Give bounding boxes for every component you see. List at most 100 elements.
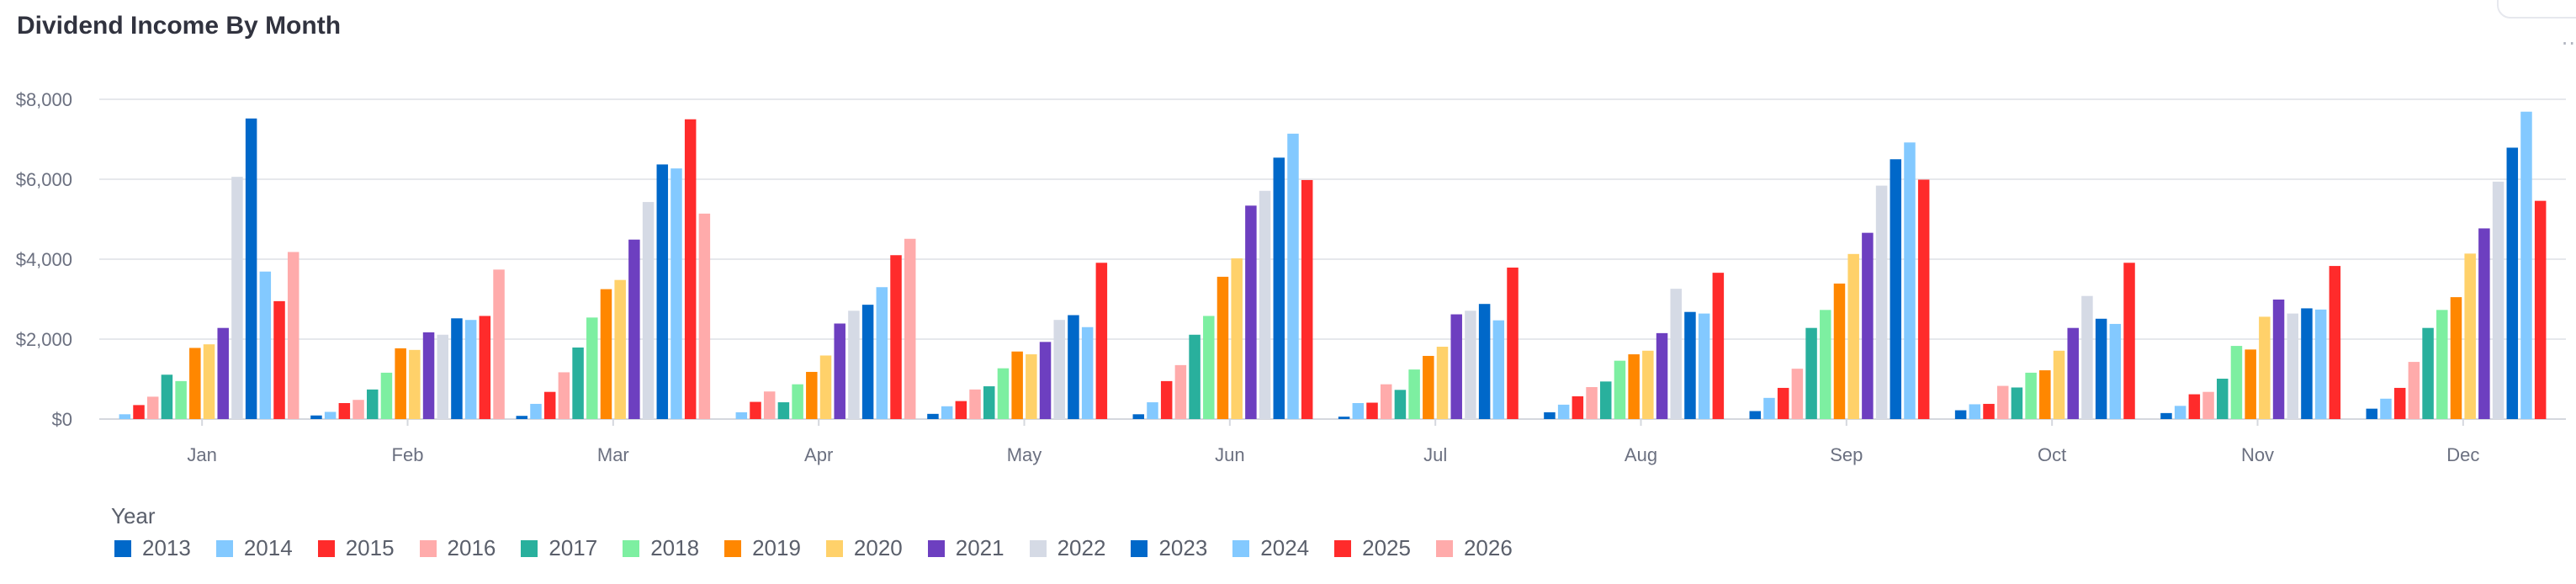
- bar-jul-2024[interactable]: [1492, 320, 1505, 419]
- bar-dec-2017[interactable]: [2422, 327, 2434, 419]
- bar-oct-2017[interactable]: [2011, 387, 2023, 419]
- bar-jan-2021[interactable]: [217, 327, 229, 419]
- bar-jan-2026[interactable]: [287, 252, 299, 419]
- bar-mar-2018[interactable]: [586, 317, 598, 419]
- bar-aug-2019[interactable]: [1628, 354, 1640, 419]
- bar-may-2018[interactable]: [997, 368, 1010, 419]
- bar-feb-2014[interactable]: [324, 411, 337, 419]
- bar-dec-2018[interactable]: [2436, 310, 2448, 419]
- bar-sep-2019[interactable]: [1833, 283, 1846, 419]
- bar-jul-2017[interactable]: [1394, 390, 1407, 419]
- bar-nov-2014[interactable]: [2174, 406, 2186, 419]
- bar-jul-2021[interactable]: [1450, 314, 1462, 419]
- bar-mar-2016[interactable]: [558, 372, 570, 419]
- bar-oct-2025[interactable]: [2123, 263, 2135, 419]
- bar-jul-2018[interactable]: [1408, 369, 1420, 419]
- bar-jul-2020[interactable]: [1436, 347, 1449, 419]
- bar-jan-2022[interactable]: [231, 177, 243, 419]
- bar-jun-2017[interactable]: [1189, 334, 1201, 419]
- bar-jan-2018[interactable]: [175, 380, 187, 419]
- bar-apr-2017[interactable]: [777, 402, 790, 419]
- bar-jan-2019[interactable]: [189, 348, 201, 419]
- bar-feb-2020[interactable]: [409, 349, 421, 419]
- bar-jan-2017[interactable]: [161, 374, 173, 419]
- bar-jun-2023[interactable]: [1273, 157, 1285, 419]
- bar-nov-2021[interactable]: [2272, 299, 2285, 419]
- bar-may-2022[interactable]: [1053, 320, 1066, 419]
- bar-sep-2013[interactable]: [1749, 411, 1762, 420]
- bar-apr-2022[interactable]: [848, 311, 860, 419]
- legend-item-2024[interactable]: 2024: [1232, 535, 1309, 561]
- bar-jul-2023[interactable]: [1478, 304, 1491, 419]
- bar-jul-2016[interactable]: [1380, 384, 1392, 419]
- bar-sep-2022[interactable]: [1875, 185, 1888, 419]
- bar-jun-2019[interactable]: [1216, 276, 1229, 419]
- bar-jul-2013[interactable]: [1338, 417, 1350, 419]
- bar-nov-2019[interactable]: [2245, 349, 2256, 419]
- bar-mar-2013[interactable]: [516, 416, 528, 419]
- bar-jun-2016[interactable]: [1174, 364, 1187, 419]
- bar-oct-2021[interactable]: [2067, 327, 2079, 419]
- bar-nov-2015[interactable]: [2188, 394, 2201, 419]
- bar-jul-2019[interactable]: [1423, 355, 1434, 419]
- legend-item-2014[interactable]: 2014: [215, 535, 293, 561]
- bar-aug-2018[interactable]: [1614, 360, 1626, 419]
- bar-sep-2021[interactable]: [1862, 232, 1874, 419]
- bar-jun-2014[interactable]: [1147, 402, 1158, 419]
- bar-apr-2016[interactable]: [763, 391, 776, 419]
- bar-jun-2013[interactable]: [1132, 414, 1145, 419]
- legend-item-2019[interactable]: 2019: [724, 535, 801, 561]
- bar-feb-2015[interactable]: [338, 403, 351, 419]
- legend-item-2013[interactable]: 2013: [114, 535, 191, 561]
- bar-apr-2025[interactable]: [890, 255, 902, 419]
- bar-sep-2018[interactable]: [1820, 310, 1831, 419]
- bar-mar-2022[interactable]: [642, 202, 655, 419]
- bar-feb-2023[interactable]: [451, 318, 463, 419]
- bar-dec-2020[interactable]: [2464, 253, 2476, 419]
- bar-sep-2023[interactable]: [1890, 159, 1902, 419]
- bar-dec-2023[interactable]: [2506, 147, 2519, 419]
- bar-oct-2014[interactable]: [1969, 404, 1981, 419]
- legend-item-2023[interactable]: 2023: [1131, 535, 1207, 561]
- bar-apr-2014[interactable]: [735, 411, 748, 419]
- bar-nov-2025[interactable]: [2329, 266, 2341, 419]
- bar-oct-2015[interactable]: [1983, 403, 1995, 419]
- bar-feb-2017[interactable]: [367, 389, 379, 419]
- bar-feb-2013[interactable]: [310, 415, 322, 419]
- bar-jan-2023[interactable]: [245, 118, 257, 420]
- bar-feb-2024[interactable]: [464, 320, 477, 419]
- bar-jan-2015[interactable]: [133, 405, 145, 419]
- bar-jul-2025[interactable]: [1507, 267, 1519, 419]
- legend-item-2017[interactable]: 2017: [521, 535, 597, 561]
- bar-nov-2023[interactable]: [2301, 308, 2313, 419]
- legend-item-2026[interactable]: 2026: [1435, 535, 1513, 561]
- bar-aug-2016[interactable]: [1586, 387, 1598, 419]
- bar-jul-2015[interactable]: [1366, 402, 1378, 419]
- bar-may-2015[interactable]: [955, 401, 967, 419]
- bar-mar-2014[interactable]: [530, 403, 542, 419]
- bar-dec-2016[interactable]: [2408, 362, 2420, 419]
- bar-may-2016[interactable]: [969, 389, 981, 419]
- bar-may-2023[interactable]: [1068, 315, 1079, 420]
- bar-apr-2024[interactable]: [876, 287, 888, 419]
- bar-mar-2021[interactable]: [628, 239, 640, 419]
- bar-feb-2016[interactable]: [352, 400, 364, 419]
- bar-jun-2025[interactable]: [1301, 179, 1313, 419]
- bar-jun-2022[interactable]: [1259, 190, 1271, 419]
- bar-aug-2024[interactable]: [1698, 313, 1710, 419]
- bar-mar-2020[interactable]: [614, 279, 626, 419]
- bar-apr-2026[interactable]: [904, 238, 916, 419]
- bar-mar-2017[interactable]: [572, 347, 584, 419]
- bar-feb-2026[interactable]: [493, 269, 505, 419]
- bar-sep-2017[interactable]: [1805, 327, 1817, 419]
- bar-jun-2020[interactable]: [1231, 258, 1243, 419]
- bar-nov-2013[interactable]: [2160, 412, 2172, 419]
- bar-sep-2016[interactable]: [1791, 369, 1804, 419]
- bar-jun-2018[interactable]: [1203, 316, 1215, 419]
- bar-sep-2025[interactable]: [1917, 179, 1930, 419]
- bar-may-2024[interactable]: [1081, 327, 1094, 419]
- bar-apr-2019[interactable]: [806, 371, 818, 419]
- legend-item-2015[interactable]: 2015: [317, 535, 395, 561]
- bar-oct-2020[interactable]: [2053, 350, 2065, 419]
- bar-mar-2015[interactable]: [543, 391, 556, 419]
